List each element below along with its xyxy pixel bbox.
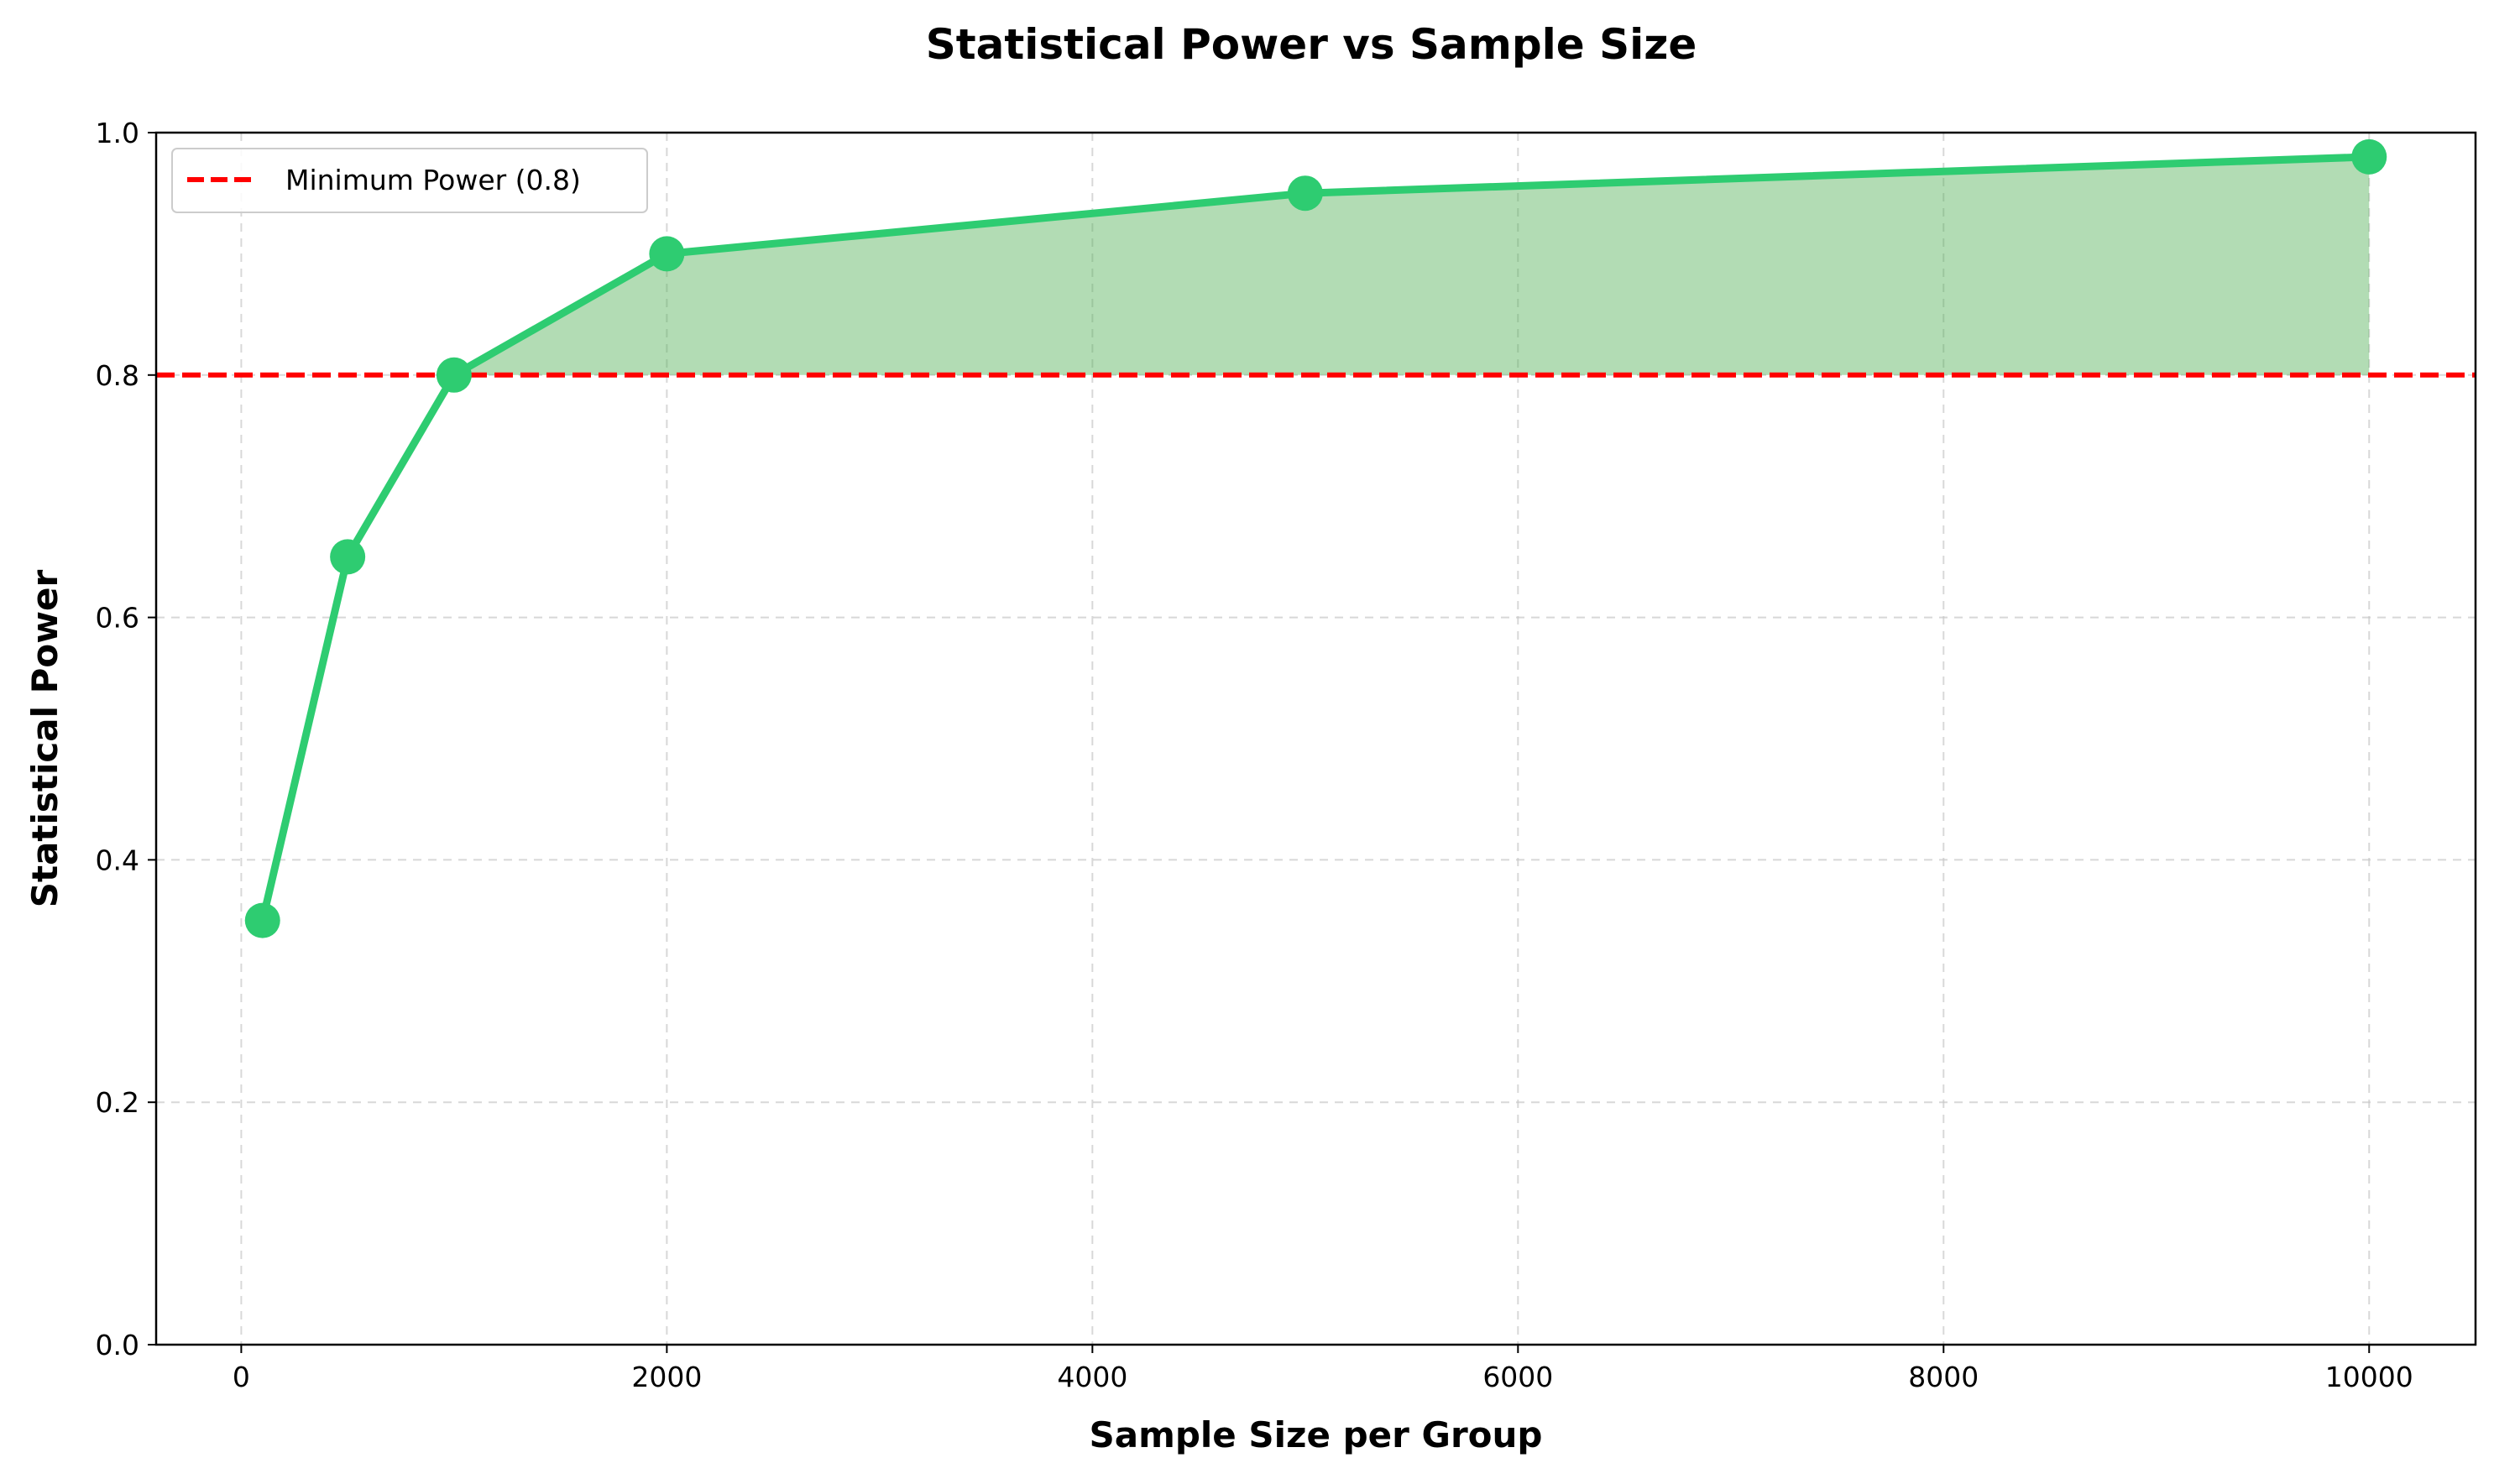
x-tick-label-2: 4000 <box>1057 1361 1127 1393</box>
data-point-0 <box>244 902 280 938</box>
legend: Minimum Power (0.8) <box>171 148 648 213</box>
y-tick-label-1: 0.2 <box>96 1086 139 1119</box>
y-tick-label-3: 0.6 <box>96 602 139 635</box>
data-point-4 <box>1287 175 1323 212</box>
x-tick-label-4: 8000 <box>1908 1361 1979 1393</box>
y-tick-label-4: 0.8 <box>96 359 139 392</box>
y-tick-label-2: 0.4 <box>96 844 139 876</box>
series-line-power <box>259 153 2373 925</box>
legend-label-minimum-power: Minimum Power (0.8) <box>285 164 581 196</box>
chart-title: Statistical Power vs Sample Size <box>926 20 1697 69</box>
plot-frame <box>154 131 2477 1346</box>
y-axis-label: Statistical Power <box>24 569 65 907</box>
data-point-3 <box>649 236 685 272</box>
fill-area-above-minimum <box>453 156 2370 375</box>
data-point-1 <box>330 539 366 575</box>
x-tick-label-5: 10000 <box>2325 1361 2413 1393</box>
tick-layer: 0 2000 4000 6000 8000 10000 0.0 0.2 0.4 0.6 0.8 1.0 <box>96 117 2413 1393</box>
data-point-5 <box>2351 138 2387 175</box>
data-point-2 <box>436 357 472 393</box>
grid <box>156 132 2476 1346</box>
legend-box <box>171 148 648 213</box>
y-tick-label-0: 0.0 <box>96 1329 139 1361</box>
x-axis-label: Sample Size per Group <box>1089 1414 1542 1455</box>
y-tick-label-5: 1.0 <box>96 117 139 149</box>
x-tick-label-1: 2000 <box>631 1361 702 1393</box>
x-tick-label-3: 6000 <box>1482 1361 1553 1393</box>
fill-area-layer <box>453 156 2370 375</box>
x-tick-label-0: 0 <box>233 1361 250 1393</box>
series-layer <box>244 138 2387 938</box>
